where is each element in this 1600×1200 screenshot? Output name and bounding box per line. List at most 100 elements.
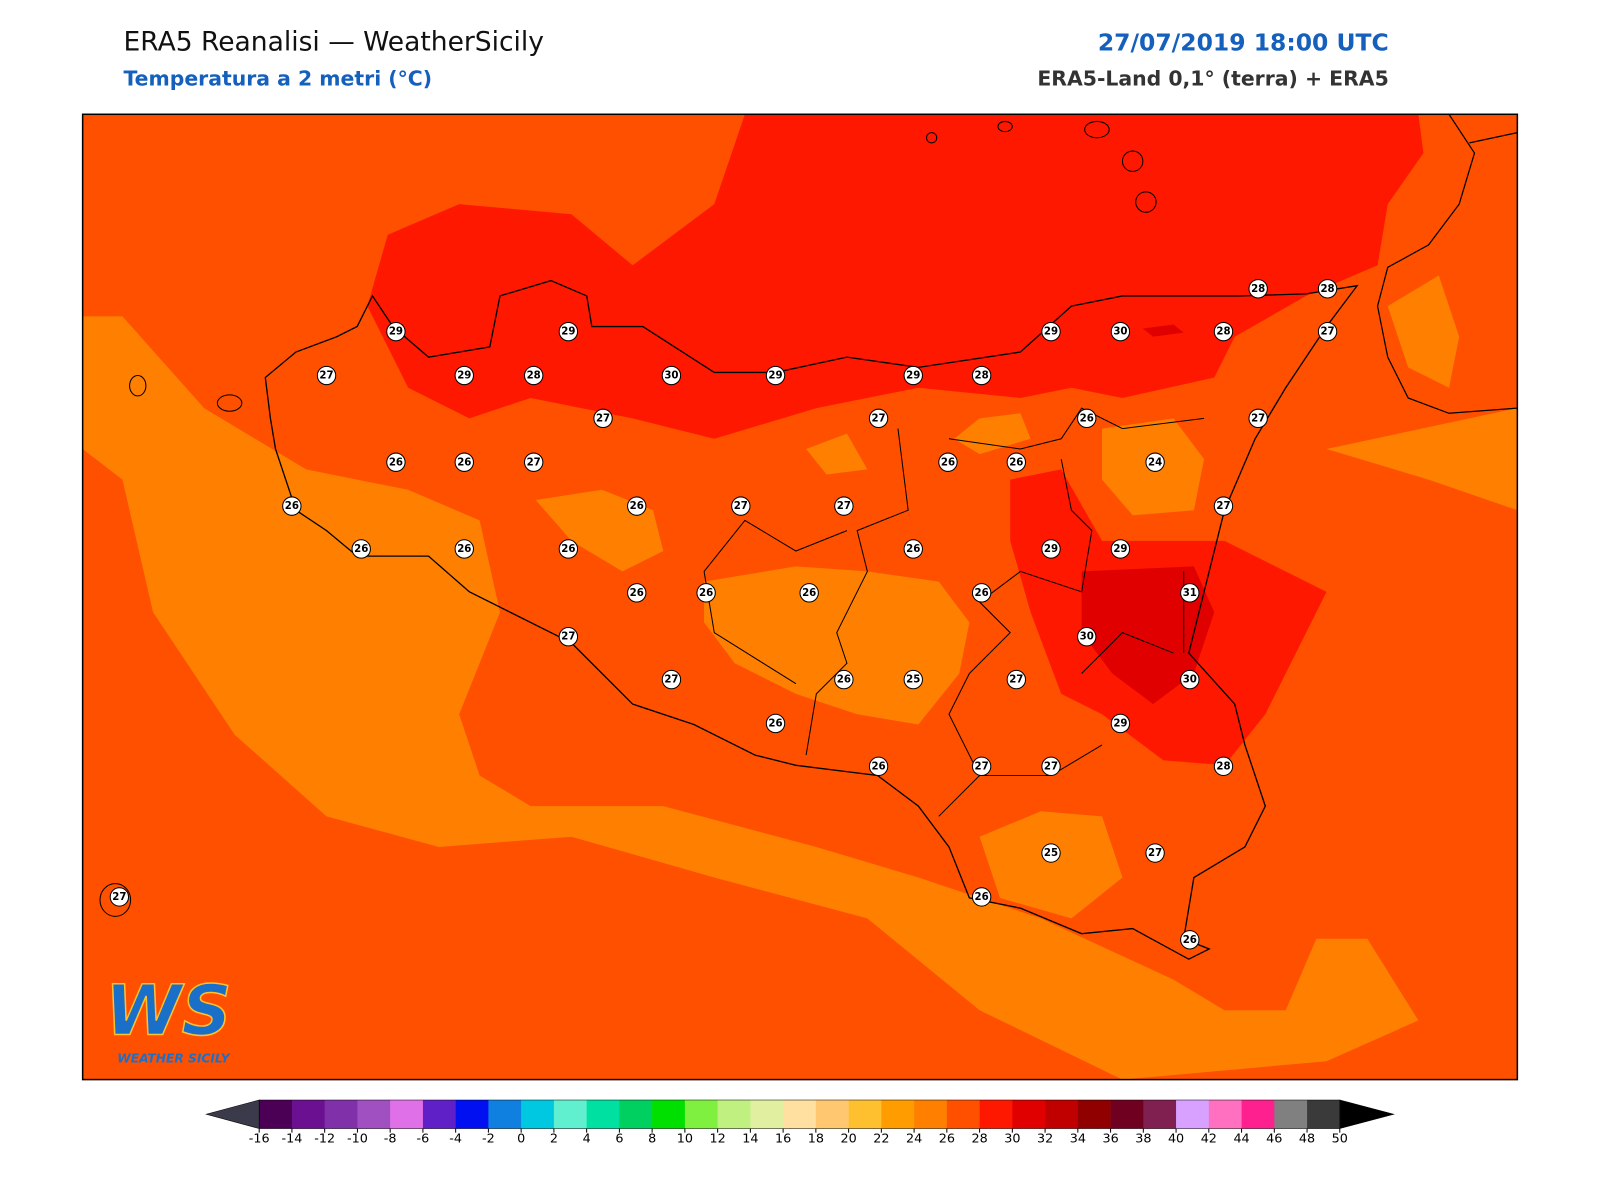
station-label: 26	[975, 892, 989, 903]
colorbar-box	[422, 1100, 456, 1129]
stations: 29 29 29 30 28 27 28 28 27 29 28 30 29 29 28 27 27 26 27 26…	[109, 279, 1338, 950]
colorbar-tick-label: 0	[517, 1131, 525, 1146]
colorbar-tick-label: 8	[648, 1131, 656, 1146]
station-label: 30	[1183, 675, 1197, 686]
station-label: 27	[1044, 761, 1058, 772]
colorbar-box	[848, 1100, 882, 1129]
colorbar-tick-label: 12	[710, 1131, 726, 1146]
station-label: 27	[871, 413, 885, 424]
colorbar-box	[815, 1100, 849, 1129]
station-marker	[868, 408, 889, 429]
station-label: 28	[1320, 284, 1334, 295]
station-label: 27	[664, 675, 678, 686]
station-marker	[971, 887, 992, 907]
station-label: 29	[1044, 544, 1058, 555]
station-label: 27	[527, 457, 541, 468]
station-marker	[1213, 756, 1234, 777]
station-label: 27	[596, 413, 610, 424]
station-label: 26	[871, 761, 885, 772]
colorbar-box	[1110, 1100, 1144, 1129]
colorbar-box	[390, 1100, 424, 1129]
station-marker	[971, 365, 992, 386]
colorbar-tick-label: 2	[550, 1131, 558, 1146]
station-label: 26	[354, 544, 368, 555]
colorbar-box	[324, 1100, 358, 1129]
station-marker	[731, 496, 751, 516]
colorbar-box	[553, 1100, 587, 1129]
station-marker	[523, 365, 544, 386]
station-label: 29	[389, 327, 403, 338]
colorbar-tick-label: -8	[384, 1131, 397, 1146]
station-marker	[1145, 843, 1165, 863]
station-marker	[765, 365, 786, 386]
station-marker	[938, 452, 958, 472]
colorbar-box	[1012, 1100, 1046, 1129]
source: ERA5-Land 0,1° (terra) + ERA5	[1037, 67, 1388, 91]
station-marker	[1317, 279, 1338, 299]
colorbar-over	[1339, 1099, 1395, 1129]
station-marker	[351, 539, 371, 559]
colorbar-tick-label: 30	[1004, 1131, 1020, 1146]
station-label: 27	[1148, 848, 1162, 859]
station-label: 27	[319, 371, 333, 382]
station-label: 26	[975, 588, 989, 599]
station-marker	[1213, 496, 1234, 516]
colorbar-box	[259, 1100, 293, 1129]
station-marker	[834, 496, 854, 516]
station-label: 29	[561, 327, 575, 338]
colorbar-box	[652, 1100, 686, 1129]
colorbar-box	[357, 1100, 391, 1129]
station-label: 25	[906, 675, 920, 686]
station-marker	[1110, 321, 1131, 342]
colorbar-tick-label: 6	[615, 1131, 623, 1146]
station-marker	[799, 583, 819, 603]
colorbar-box	[783, 1100, 817, 1129]
station-label: 26	[802, 588, 816, 599]
station-marker	[661, 365, 682, 386]
station-label: 28	[527, 371, 541, 382]
station-label: 31	[1183, 588, 1197, 599]
colorbar-box	[881, 1100, 915, 1129]
station-label: 25	[1044, 848, 1058, 859]
station-marker	[834, 669, 854, 690]
colorbar-box	[1241, 1100, 1275, 1129]
station-marker	[1180, 930, 1200, 950]
station-label: 26	[630, 588, 644, 599]
colorbar-box	[750, 1100, 784, 1129]
station-label: 29	[457, 371, 471, 382]
station-marker	[627, 496, 647, 516]
station-marker	[454, 365, 474, 386]
station-label: 26	[1009, 457, 1023, 468]
colorbar-box	[488, 1100, 522, 1129]
station-label: 30	[1080, 632, 1094, 643]
colorbar-tick-label: 10	[677, 1131, 693, 1146]
station-marker	[558, 321, 579, 342]
colorbar-tick-label: -12	[314, 1131, 335, 1146]
station-label: 26	[941, 457, 955, 468]
colorbar-tick-label: 20	[840, 1131, 856, 1146]
station-marker	[1110, 539, 1131, 559]
colorbar-box	[521, 1100, 555, 1129]
colorbar-tick-label: 34	[1070, 1131, 1086, 1146]
station-marker	[109, 887, 130, 907]
station-label: 26	[285, 501, 299, 512]
station-label: 27	[561, 632, 575, 643]
station-marker	[903, 669, 923, 690]
station-label: 26	[837, 675, 851, 686]
colorbar-tick-label: 26	[939, 1131, 955, 1146]
map-frame	[81, 113, 1519, 1081]
station-marker	[316, 365, 337, 386]
colorbar-box	[684, 1100, 718, 1129]
colorbar-box	[1208, 1100, 1242, 1129]
station-label: 24	[1148, 457, 1162, 468]
station-marker	[1041, 843, 1061, 863]
colorbar-box	[1176, 1100, 1210, 1129]
station-marker	[903, 365, 923, 386]
station-label: 27	[1216, 501, 1230, 512]
station-label: 30	[664, 371, 678, 382]
station-label: 29	[1113, 544, 1127, 555]
station-label: 27	[1009, 675, 1023, 686]
station-label: 26	[561, 544, 575, 555]
station-label: 26	[389, 457, 403, 468]
